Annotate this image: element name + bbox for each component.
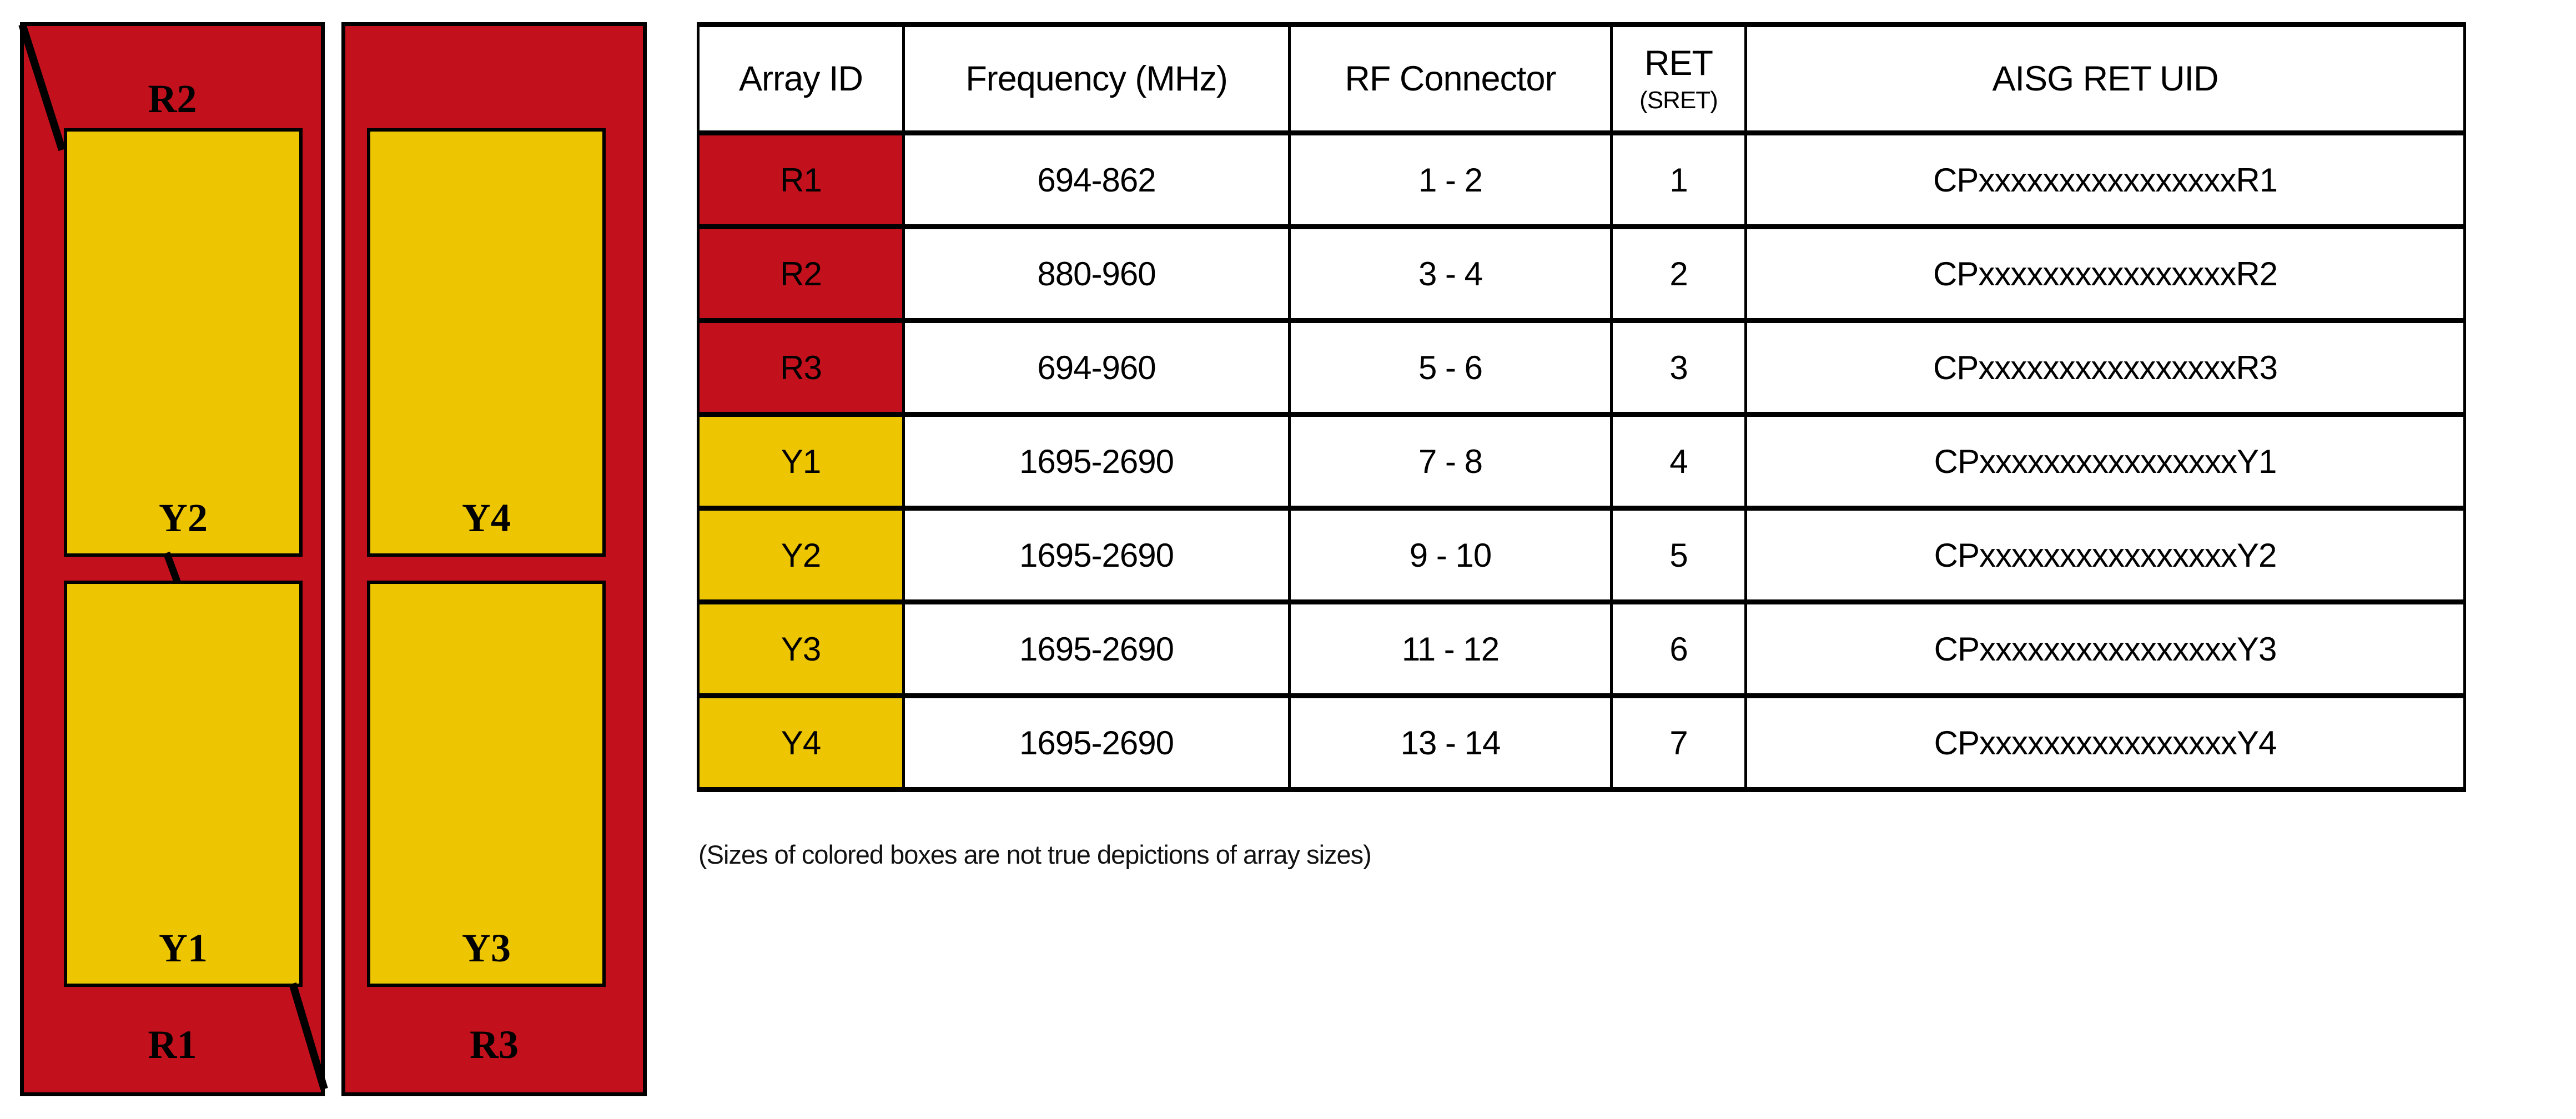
cell-rf-connector: 3 - 4 — [1288, 224, 1613, 323]
col-header-ret: RET (SRET) — [1610, 22, 1747, 135]
cell-aisg-ret-uid: CPxxxxxxxxxxxxxxxxY2 — [1744, 506, 2466, 604]
col-header-frequency: Frequency (MHz) — [902, 22, 1291, 135]
array-box-label-y4: Y4 — [462, 496, 511, 540]
cell-aisg-ret-uid: CPxxxxxxxxxxxxxxxxY1 — [1744, 412, 2466, 511]
table-row: R2 880-960 3 - 4 2 CPxxxxxxxxxxxxxxxxR2 — [697, 224, 2466, 323]
antenna-panel-left: R2 Y2 Y1 R1 — [20, 22, 325, 1096]
cell-aisg-ret-uid: CPxxxxxxxxxxxxxxxxR3 — [1744, 318, 2466, 417]
array-box-y2: Y2 — [64, 128, 303, 557]
cell-ret: 5 — [1610, 506, 1747, 604]
cell-array-id: R1 — [697, 130, 905, 229]
cell-frequency: 1695-2690 — [902, 599, 1291, 698]
table-row: Y1 1695-2690 7 - 8 4 CPxxxxxxxxxxxxxxxxY… — [697, 412, 2466, 511]
header-row: Array ID Frequency (MHz) RF Connector RE… — [697, 22, 2466, 135]
table-row: Y4 1695-2690 13 - 14 7 CPxxxxxxxxxxxxxxx… — [697, 693, 2466, 792]
cell-ret: 4 — [1610, 412, 1747, 511]
array-box-label-y3: Y3 — [462, 926, 511, 970]
cell-array-id: R2 — [697, 224, 905, 323]
cell-rf-connector: 7 - 8 — [1288, 412, 1613, 511]
array-box-label-y1: Y1 — [159, 926, 208, 970]
antenna-panel-right: Y4 Y3 R3 — [341, 22, 647, 1096]
cell-frequency: 694-960 — [902, 318, 1291, 417]
array-table-wrap: Array ID Frequency (MHz) RF Connector RE… — [697, 22, 2466, 792]
footnote: (Sizes of colored boxes are not true dep… — [698, 840, 1372, 869]
table-row: R1 694-862 1 - 2 1 CPxxxxxxxxxxxxxxxxR1 — [697, 130, 2466, 229]
cell-aisg-ret-uid: CPxxxxxxxxxxxxxxxxY4 — [1744, 693, 2466, 792]
cell-array-id: Y2 — [697, 506, 905, 604]
cell-frequency: 1695-2690 — [902, 412, 1291, 511]
array-box-label-y2: Y2 — [159, 496, 208, 540]
cell-frequency: 1695-2690 — [902, 693, 1291, 792]
panel-label-r1: R1 — [148, 1022, 197, 1067]
cell-rf-connector: 13 - 14 — [1288, 693, 1613, 792]
cell-array-id: Y3 — [697, 599, 905, 698]
array-box-y4: Y4 — [367, 128, 606, 557]
table-row: R3 694-960 5 - 6 3 CPxxxxxxxxxxxxxxxxR3 — [697, 318, 2466, 417]
cell-array-id: R3 — [697, 318, 905, 417]
col-header-ret-sub: (SRET) — [1639, 87, 1718, 114]
cell-ret: 3 — [1610, 318, 1747, 417]
cell-rf-connector: 11 - 12 — [1288, 599, 1613, 698]
panel-label-r2: R2 — [148, 77, 197, 121]
cell-rf-connector: 5 - 6 — [1288, 318, 1613, 417]
cell-ret: 7 — [1610, 693, 1747, 792]
cell-rf-connector: 9 - 10 — [1288, 506, 1613, 604]
cell-aisg-ret-uid: CPxxxxxxxxxxxxxxxxR2 — [1744, 224, 2466, 323]
col-header-ret-main: RET — [1644, 44, 1713, 83]
cell-rf-connector: 1 - 2 — [1288, 130, 1613, 229]
cell-ret: 1 — [1610, 130, 1747, 229]
cell-ret: 2 — [1610, 224, 1747, 323]
cell-aisg-ret-uid: CPxxxxxxxxxxxxxxxxY3 — [1744, 599, 2466, 698]
cell-frequency: 694-862 — [902, 130, 1291, 229]
array-box-y3: Y3 — [367, 581, 606, 987]
panel-label-r3: R3 — [470, 1022, 519, 1067]
cell-ret: 6 — [1610, 599, 1747, 698]
col-header-rf-connector: RF Connector — [1288, 22, 1613, 135]
cell-aisg-ret-uid: CPxxxxxxxxxxxxxxxxR1 — [1744, 130, 2466, 229]
col-header-aisg-ret-uid: AISG RET UID — [1744, 22, 2466, 135]
table-row: Y3 1695-2690 11 - 12 6 CPxxxxxxxxxxxxxxx… — [697, 599, 2466, 698]
cell-array-id: Y4 — [697, 693, 905, 792]
cell-frequency: 1695-2690 — [902, 506, 1291, 604]
array-table: Array ID Frequency (MHz) RF Connector RE… — [697, 22, 2466, 792]
cell-array-id: Y1 — [697, 412, 905, 511]
table-row: Y2 1695-2690 9 - 10 5 CPxxxxxxxxxxxxxxxx… — [697, 506, 2466, 604]
array-box-y1: Y1 — [64, 581, 303, 987]
cell-frequency: 880-960 — [902, 224, 1291, 323]
col-header-array-id: Array ID — [697, 22, 905, 135]
